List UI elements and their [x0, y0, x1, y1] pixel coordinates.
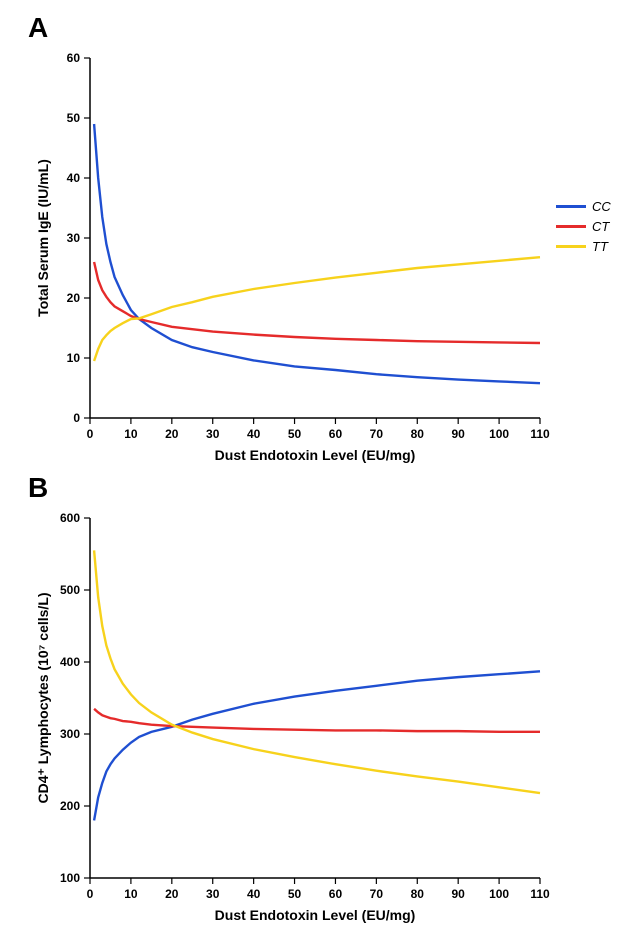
legend-item-tt: TT: [556, 236, 611, 256]
svg-text:10: 10: [124, 427, 138, 441]
svg-text:80: 80: [411, 887, 425, 901]
svg-text:50: 50: [67, 111, 81, 125]
svg-text:30: 30: [67, 231, 81, 245]
svg-text:70: 70: [370, 887, 384, 901]
svg-text:110: 110: [530, 427, 550, 441]
svg-text:100: 100: [489, 427, 509, 441]
series-tt: [94, 257, 540, 361]
svg-text:60: 60: [67, 51, 81, 65]
series-ct: [94, 262, 540, 343]
svg-text:90: 90: [452, 427, 466, 441]
panel-b-label: B: [28, 472, 48, 504]
svg-text:40: 40: [247, 427, 261, 441]
svg-text:CD4⁺ Lymphocytes (10⁷ cells/L): CD4⁺ Lymphocytes (10⁷ cells/L): [35, 592, 51, 803]
svg-text:40: 40: [247, 887, 261, 901]
series-cc: [94, 671, 540, 820]
svg-text:Dust Endotoxin Level (EU/mg): Dust Endotoxin Level (EU/mg): [215, 907, 416, 923]
svg-text:200: 200: [60, 799, 80, 813]
svg-text:110: 110: [530, 887, 550, 901]
svg-text:50: 50: [288, 887, 302, 901]
legend-label-tt: TT: [592, 239, 608, 254]
svg-text:80: 80: [411, 427, 425, 441]
legend-label-ct: CT: [592, 219, 609, 234]
series-tt: [94, 550, 540, 793]
svg-text:50: 50: [288, 427, 302, 441]
series-cc: [94, 124, 540, 383]
svg-text:0: 0: [87, 887, 94, 901]
svg-text:400: 400: [60, 655, 80, 669]
svg-text:10: 10: [124, 887, 138, 901]
svg-text:20: 20: [165, 887, 179, 901]
svg-text:20: 20: [165, 427, 179, 441]
svg-text:100: 100: [60, 871, 80, 885]
figure-root: A 01020304050607080901001100102030405060…: [0, 0, 627, 923]
svg-text:0: 0: [87, 427, 94, 441]
chart-b: 0 10 20 30 40 50 60 70 80 90 100 110 100 200 300 400 500…: [30, 508, 560, 928]
svg-text:60: 60: [329, 887, 343, 901]
svg-text:Dust Endotoxin Level (EU/mg): Dust Endotoxin Level (EU/mg): [215, 447, 416, 463]
svg-text:600: 600: [60, 511, 80, 525]
panel-a-label: A: [28, 12, 48, 44]
svg-text:100: 100: [489, 887, 509, 901]
legend-item-cc: CC: [556, 196, 611, 216]
legend-swatch-ct: [556, 225, 586, 228]
svg-text:0: 0: [73, 411, 80, 425]
legend-swatch-tt: [556, 245, 586, 248]
legend: CC CT TT: [556, 196, 611, 256]
svg-text:500: 500: [60, 583, 80, 597]
svg-text:40: 40: [67, 171, 81, 185]
legend-swatch-cc: [556, 205, 586, 208]
chart-a: 0 10 20 30 40 50 60 70 80 90 100 110 0 10 20 30 40 50 60 Du…: [30, 48, 560, 468]
svg-text:Total Serum IgE (IU/mL): Total Serum IgE (IU/mL): [35, 159, 51, 317]
svg-text:30: 30: [206, 887, 220, 901]
svg-text:10: 10: [67, 351, 81, 365]
svg-text:70: 70: [370, 427, 384, 441]
svg-text:20: 20: [67, 291, 81, 305]
svg-text:90: 90: [452, 887, 466, 901]
legend-item-ct: CT: [556, 216, 611, 236]
legend-label-cc: CC: [592, 199, 611, 214]
svg-text:60: 60: [329, 427, 343, 441]
svg-text:300: 300: [60, 727, 80, 741]
svg-text:30: 30: [206, 427, 220, 441]
